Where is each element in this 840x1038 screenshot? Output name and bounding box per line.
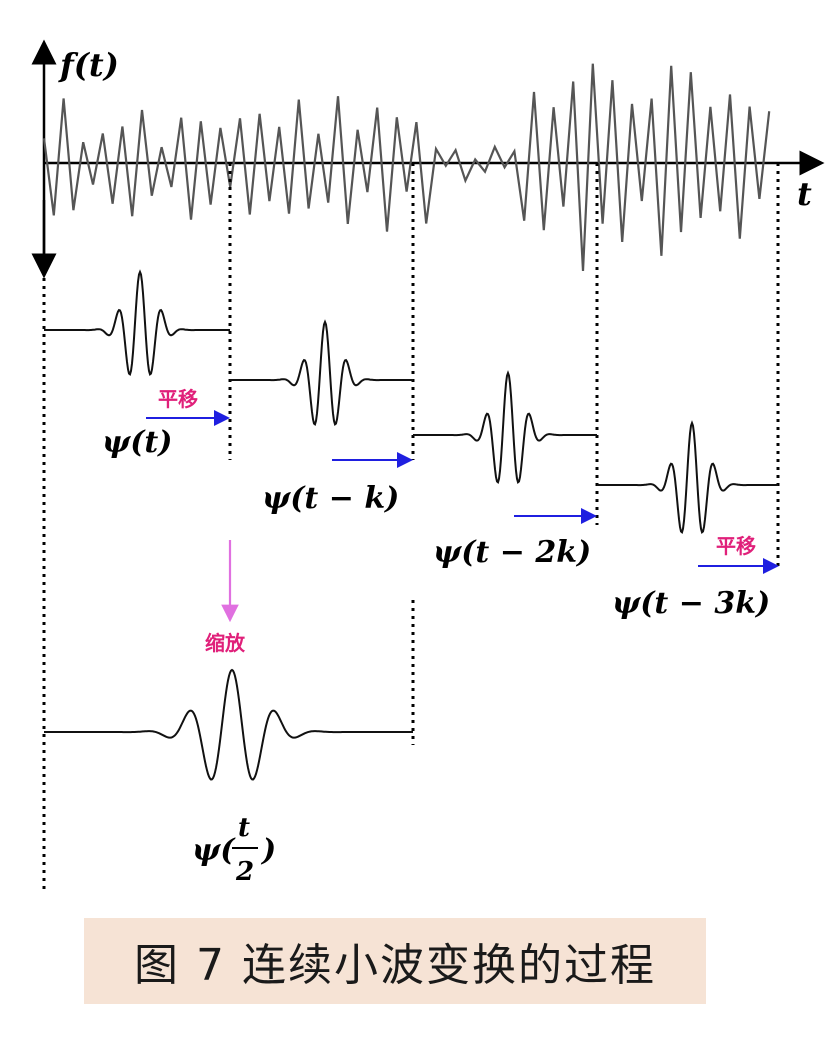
translate-label-1: 平移 (158, 387, 198, 411)
wavelet-psi-t-over-2 (44, 668, 413, 781)
wavelet-label-3: ψ(t − 3k) (612, 586, 770, 621)
svg-text:ψ(: ψ( (192, 833, 236, 868)
figure-caption: 图 7 连续小波变换的过程 (134, 940, 656, 991)
wavelet-psi-t-minus-3k (597, 420, 778, 535)
signal-waveform (42, 63, 771, 271)
wavelet-label-2: ψ(t − 2k) (433, 535, 591, 570)
scale-label: 缩放 (205, 631, 246, 655)
svg-text:t: t (238, 813, 250, 843)
y-axis-label: f(t) (58, 46, 119, 84)
wavelet-psi-t-minus-k (230, 319, 413, 427)
scaled-wavelet-label: ψ( t 2 ) (192, 813, 276, 887)
wavelet-psi-t (44, 269, 230, 377)
svg-text:2: 2 (235, 857, 254, 887)
x-axis-label: t (797, 175, 812, 213)
wavelet-label-1: ψ(t − k) (262, 481, 399, 516)
translate-label-2: 平移 (716, 534, 756, 558)
wavelet-psi-t-minus-2k (413, 370, 597, 485)
translate-arrows (146, 410, 779, 574)
dotted-guides (42, 163, 780, 890)
svg-text:): ) (260, 833, 276, 868)
caption-box: 图 7 连续小波变换的过程 (84, 918, 706, 1004)
wavelet-label-0: ψ(t) (102, 425, 173, 460)
